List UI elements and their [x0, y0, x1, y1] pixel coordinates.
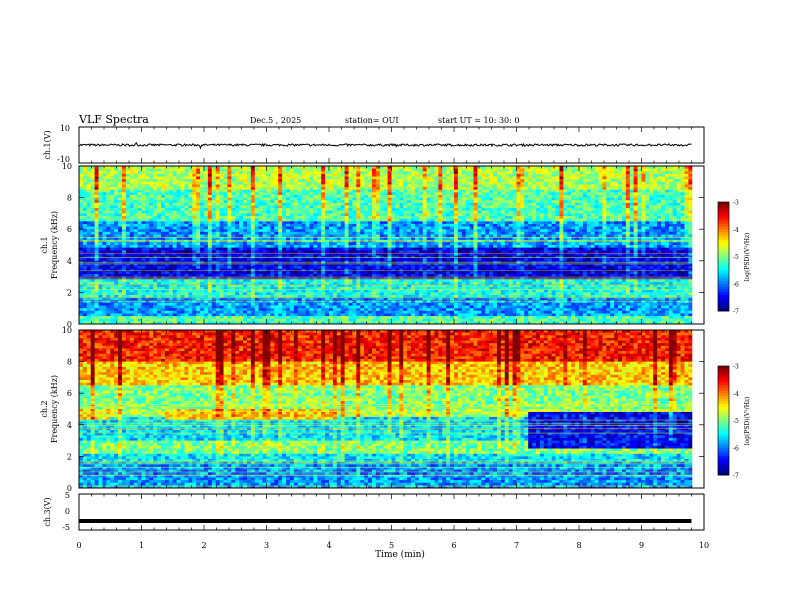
ch3-ticks — [78, 494, 705, 530]
ch2-freq-ytick-8: 8 — [67, 358, 72, 367]
ch3-ylabel: ch.3(V) — [43, 497, 52, 526]
ch3-ytick-bottom: -5 — [62, 523, 70, 532]
ch1-spectrogram-ytick-labels: 0 2 4 6 8 10 — [62, 162, 704, 329]
ch1-spectrogram-ticks — [78, 166, 705, 324]
ch1-colorbar: -3 -4 -5 -6 -7 log(PSD)(V²/Hz) — [717, 200, 751, 316]
ch1-waveform-trace — [78, 141, 692, 150]
ch2-spectrogram-ytick-labels: 0 2 4 6 8 10 — [62, 326, 704, 493]
x-tick-9: 9 — [639, 541, 644, 550]
ch3-ytick-mid: 0 — [65, 507, 70, 516]
x-tick-1: 1 — [139, 541, 144, 550]
ch2-freq-ytick-10: 10 — [62, 326, 72, 335]
ch1-spectrogram-image — [79, 166, 705, 325]
ch1-cbar-tick--6: -6 — [733, 281, 739, 288]
ch1-cbar-tick--4: -4 — [733, 227, 739, 234]
ch1-freq-ytick-10: 10 — [62, 162, 72, 171]
ch2-freq-ytick-4: 4 — [67, 421, 72, 430]
ch1-ytick-bottom: -10 — [57, 155, 70, 164]
figure-title: VLF Spectra — [78, 113, 149, 126]
ch1-colorbar-gradient — [718, 202, 729, 312]
x-axis-tick-labels: 0 1 2 3 4 5 6 7 8 9 10 — [76, 541, 709, 550]
ch2-colorbar: -3 -4 -5 -6 -7 log(PSD)(V²/Hz) — [717, 364, 751, 480]
ch2-freq-ytick-2: 2 — [67, 452, 72, 461]
x-tick-0: 0 — [76, 541, 81, 550]
ch1-cbar-tick--3: -3 — [733, 200, 739, 207]
ch2-cbar-tick--3: -3 — [733, 364, 739, 371]
ch1-ylabel: ch.1(V) — [43, 130, 52, 159]
ch1-ytick-top: 10 — [60, 124, 70, 133]
ch1-freq-ytick-6: 6 — [67, 225, 72, 234]
ch1-waveform-panel: 10 -10 ch.1(V) — [43, 124, 705, 164]
ch1-spectrogram-ylabel-top: ch.1 — [40, 236, 49, 253]
ch1-colorbar-label: log(PSD)(V²/Hz) — [744, 233, 751, 282]
ch2-cbar-tick--4: -4 — [733, 391, 739, 398]
ch2-cbar-tick--5: -5 — [733, 418, 739, 425]
ch2-spectrogram-ylabel-top: ch.2 — [40, 400, 49, 417]
ch2-colorbar-tick-labels: -3 -4 -5 -6 -7 — [733, 364, 739, 480]
header-station: station= OUI — [345, 116, 399, 125]
x-tick-10: 10 — [699, 541, 709, 550]
ch2-cbar-tick--7: -7 — [733, 473, 739, 480]
ch1-colorbar-tick-labels: -3 -4 -5 -6 -7 — [733, 200, 739, 316]
ch2-spectrogram-ylabel: Frequency (kHz) — [50, 375, 59, 443]
ch1-freq-ytick-2: 2 — [67, 288, 72, 297]
ch1-freq-ytick-8: 8 — [67, 194, 72, 203]
ch2-freq-ytick-6: 6 — [67, 389, 72, 398]
ch2-cbar-tick--6: -6 — [733, 445, 739, 452]
ch2-freq-ytick-0: 0 — [67, 484, 72, 493]
ch1-spectrogram-panel: 0 2 4 6 8 10 ch.1 Frequency (kHz) — [40, 162, 705, 329]
ch2-colorbar-label: log(PSD)(V²/Hz) — [744, 397, 751, 446]
x-tick-7: 7 — [514, 541, 519, 550]
ch3-ytick-top: 5 — [65, 491, 70, 500]
ch1-spectrogram-ylabel: Frequency (kHz) — [50, 211, 59, 279]
ch2-spectrogram-ticks — [78, 330, 705, 488]
ch2-colorbar-gradient — [718, 366, 729, 476]
x-tick-2: 2 — [201, 541, 206, 550]
ch3-waveform-panel: 5 0 -5 ch.3(V) — [43, 491, 705, 532]
header-date: Dec.5 , 2025 — [250, 116, 301, 125]
x-tick-6: 6 — [451, 541, 456, 550]
header-start-ut: start UT = 10: 30: 0 — [438, 116, 519, 125]
ch1-freq-ytick-0: 0 — [67, 320, 72, 329]
x-tick-3: 3 — [264, 541, 269, 550]
ch2-spectrogram-panel: 0 2 4 6 8 10 ch.2 Frequency (kHz) — [40, 326, 705, 493]
ch1-cbar-tick--5: -5 — [733, 254, 739, 261]
ch2-spectrogram-image — [79, 330, 705, 489]
x-axis-label: Time (min) — [375, 549, 425, 560]
x-tick-8: 8 — [576, 541, 581, 550]
x-tick-5: 5 — [389, 541, 394, 550]
ch1-cbar-tick--7: -7 — [733, 309, 739, 316]
ch1-freq-ytick-4: 4 — [67, 257, 72, 266]
x-tick-4: 4 — [326, 541, 331, 550]
ch1-ticks — [78, 127, 705, 163]
